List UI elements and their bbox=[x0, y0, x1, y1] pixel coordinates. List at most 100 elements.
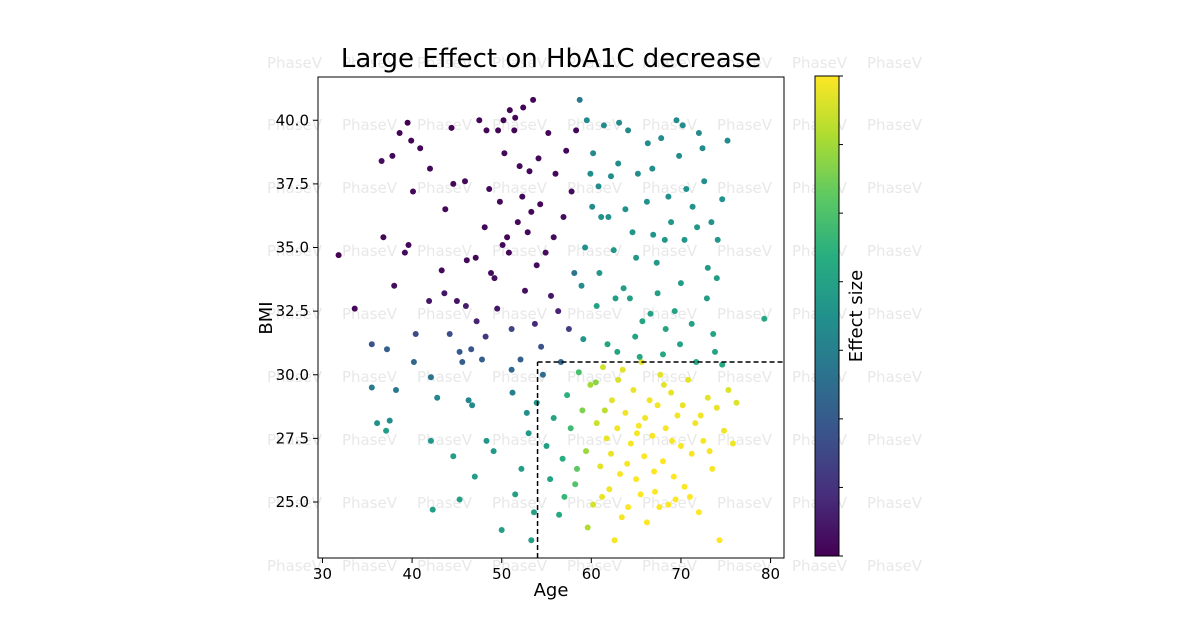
scatter-point bbox=[629, 229, 636, 236]
scatter-point bbox=[495, 127, 502, 134]
scatter-point bbox=[651, 468, 658, 475]
scatter-point bbox=[456, 496, 463, 503]
scatter-point bbox=[539, 371, 546, 378]
scatter-point bbox=[761, 315, 768, 322]
scatter-point bbox=[688, 450, 695, 457]
scatter-point bbox=[674, 412, 681, 419]
scatter-point bbox=[593, 420, 600, 427]
watermark-text: PhaseV bbox=[417, 368, 473, 386]
y-tick-label: 35.0 bbox=[276, 239, 309, 257]
scatter-point bbox=[662, 425, 669, 432]
watermark-text: PhaseV bbox=[492, 368, 548, 386]
watermark-text: PhaseV bbox=[642, 116, 698, 134]
x-axis-label: Age bbox=[534, 580, 569, 601]
scatter-point bbox=[545, 130, 552, 136]
scatter-point bbox=[704, 264, 711, 271]
watermark-text: PhaseV bbox=[492, 494, 548, 512]
scatter-point bbox=[481, 224, 488, 231]
scatter-point bbox=[724, 137, 731, 144]
scatter-point bbox=[714, 236, 721, 243]
scatter-point bbox=[410, 188, 416, 195]
scatter-point bbox=[538, 343, 545, 350]
y-tick-label: 27.5 bbox=[276, 429, 309, 447]
scatter-point bbox=[608, 450, 614, 457]
watermark-text: PhaseV bbox=[717, 242, 773, 260]
scatter-point bbox=[624, 460, 631, 467]
scatter-point bbox=[606, 486, 613, 493]
scatter-point bbox=[672, 496, 679, 503]
scatter-point bbox=[496, 198, 503, 205]
watermark-text: PhaseV bbox=[567, 54, 623, 72]
scatter-point bbox=[556, 511, 563, 518]
watermark-text: PhaseV bbox=[492, 431, 548, 449]
scatter-point bbox=[695, 509, 702, 516]
scatter-point bbox=[450, 453, 457, 460]
scatter-point bbox=[597, 463, 604, 470]
scatter-point bbox=[491, 275, 498, 282]
scatter-point bbox=[547, 476, 554, 483]
watermark-text: PhaseV bbox=[417, 54, 473, 72]
scatter-point bbox=[608, 397, 615, 404]
scatter-point bbox=[531, 320, 538, 327]
scatter-point bbox=[604, 341, 611, 348]
watermark-text: PhaseV bbox=[417, 179, 473, 197]
scatter-point bbox=[600, 122, 607, 129]
scatter-point bbox=[528, 537, 535, 544]
scatter-point bbox=[725, 387, 732, 393]
scatter-point bbox=[596, 270, 603, 276]
watermark-text: PhaseV bbox=[267, 557, 323, 575]
scatter-point bbox=[335, 252, 342, 259]
scatter-point bbox=[506, 107, 513, 114]
chart-title: Large Effect on HbA1C decrease bbox=[341, 44, 761, 74]
scatter-point bbox=[401, 249, 408, 256]
scatter-point bbox=[483, 437, 490, 444]
scatter-point bbox=[429, 506, 436, 513]
scatter-point bbox=[694, 224, 701, 231]
scatter-point bbox=[679, 122, 686, 129]
scatter-point bbox=[618, 514, 625, 521]
threshold-lines bbox=[536, 361, 784, 558]
watermark-text: PhaseV bbox=[642, 242, 698, 260]
watermark-text: PhaseV bbox=[867, 431, 923, 449]
scatter-point bbox=[450, 180, 457, 187]
watermark-text: PhaseV bbox=[717, 305, 773, 323]
scatter-point bbox=[459, 359, 466, 365]
colorbar-label: Effect size bbox=[846, 270, 867, 362]
scatter-point bbox=[543, 443, 550, 449]
scatter-point bbox=[593, 303, 600, 309]
watermark-text: PhaseV bbox=[717, 431, 773, 449]
scatter-point bbox=[580, 336, 587, 343]
scatter-point bbox=[499, 242, 506, 248]
scatter-point bbox=[686, 493, 693, 500]
scatter-point bbox=[479, 356, 485, 363]
y-tick-label: 32.5 bbox=[276, 302, 309, 320]
scatter-point bbox=[652, 488, 658, 495]
scatter-point bbox=[610, 247, 617, 254]
scatter-point bbox=[708, 219, 715, 226]
scatter-point bbox=[589, 203, 596, 210]
watermark-text: PhaseV bbox=[867, 242, 923, 260]
scatter-point bbox=[453, 298, 460, 304]
scatter-point bbox=[533, 262, 540, 269]
watermark-text: PhaseV bbox=[267, 494, 323, 512]
scatter-point bbox=[552, 170, 559, 177]
scatter-points bbox=[335, 96, 768, 544]
scatter-point bbox=[614, 348, 621, 355]
scatter-point bbox=[563, 147, 570, 154]
scatter-point bbox=[533, 399, 540, 406]
scatter-point bbox=[693, 359, 700, 365]
scatter-point bbox=[448, 124, 455, 131]
x-tick-label: 70 bbox=[671, 565, 690, 583]
scatter-point bbox=[712, 348, 718, 355]
scatter-point bbox=[441, 290, 448, 297]
scatter-point bbox=[703, 295, 710, 302]
scatter-point bbox=[351, 305, 358, 312]
scatter-point bbox=[504, 234, 511, 241]
watermark-text: PhaseV bbox=[642, 54, 698, 72]
watermark-text: PhaseV bbox=[867, 494, 923, 512]
scatter-point bbox=[654, 290, 661, 297]
scatter-point bbox=[733, 399, 740, 406]
scatter-point bbox=[603, 435, 610, 442]
scatter-point bbox=[644, 140, 651, 147]
scatter-point bbox=[677, 280, 684, 287]
